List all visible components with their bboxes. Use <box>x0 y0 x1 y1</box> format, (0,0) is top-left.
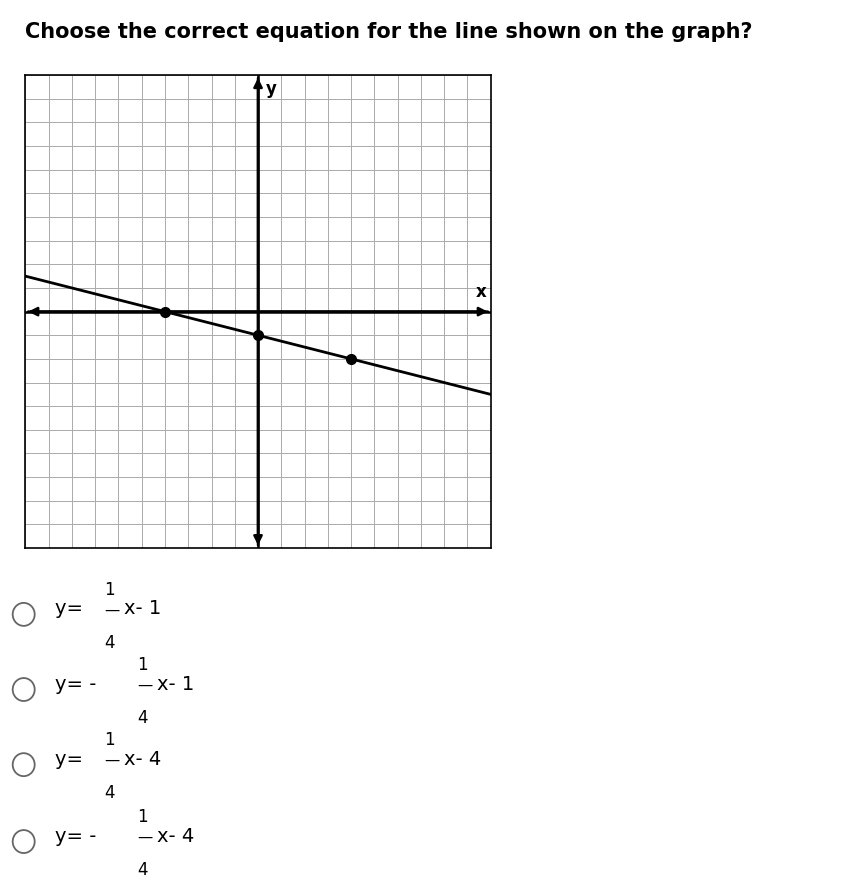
Text: x- 1: x- 1 <box>157 674 195 694</box>
Text: x- 4: x- 4 <box>157 827 195 846</box>
Text: x- 4: x- 4 <box>124 750 162 769</box>
Text: —: — <box>104 752 119 767</box>
Text: 1: 1 <box>137 808 148 827</box>
Text: y=: y= <box>55 599 89 619</box>
Text: 4: 4 <box>137 861 148 879</box>
Text: 1: 1 <box>104 581 115 599</box>
Text: 1: 1 <box>137 656 148 674</box>
Text: 4: 4 <box>104 784 115 802</box>
Text: x: x <box>475 283 486 301</box>
Text: y=: y= <box>55 750 89 769</box>
Text: y= -: y= - <box>55 674 102 694</box>
Text: y: y <box>266 80 277 98</box>
Text: x- 1: x- 1 <box>124 599 162 619</box>
Text: —: — <box>137 829 152 844</box>
Text: —: — <box>104 602 119 617</box>
Text: Choose the correct equation for the line shown on the graph?: Choose the correct equation for the line… <box>25 22 753 42</box>
Text: 4: 4 <box>137 709 148 727</box>
Text: 1: 1 <box>104 731 115 750</box>
Text: —: — <box>137 677 152 692</box>
Text: y= -: y= - <box>55 827 102 846</box>
Text: 4: 4 <box>104 634 115 652</box>
